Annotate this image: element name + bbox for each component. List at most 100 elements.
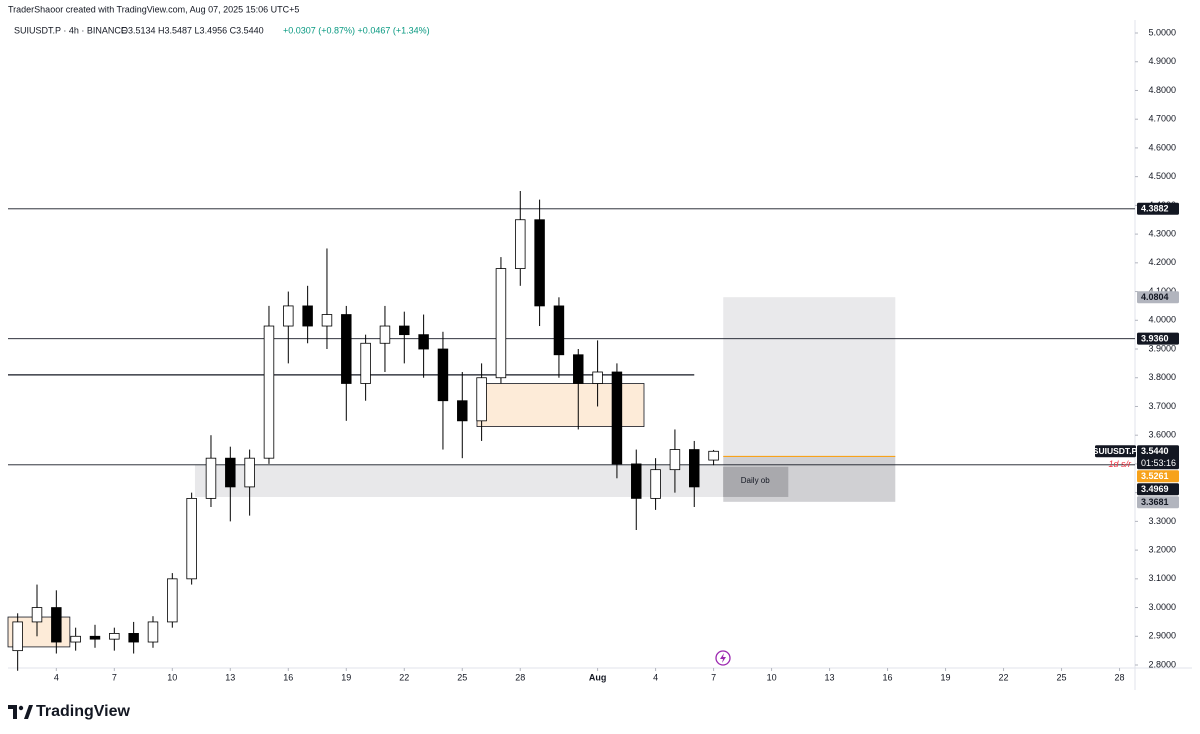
y-tick-label: 4.1000 [1148,286,1176,296]
price-label-box [1137,332,1179,345]
candle-body [534,219,545,307]
candle-body [321,314,333,327]
zone-label-box [723,466,789,497]
price-label: 4.0804 [1141,292,1169,302]
candle-body [457,400,468,422]
lightning-icon [715,650,731,666]
candle-body [167,578,178,623]
y-tick-label: 4.7000 [1148,114,1176,124]
price-label-box [1137,202,1179,215]
candle-body [360,342,371,384]
candle-body [244,457,255,488]
y-tick-label: 5.0000 [1148,27,1176,37]
x-tick-label: 19 [341,672,351,682]
candle-body [225,457,236,488]
candle-body [205,457,217,499]
candle-body [12,621,23,652]
candle-body [186,497,197,580]
y-tick-label: 2.9000 [1148,631,1176,641]
y-tick-label: 3.9000 [1148,343,1176,353]
y-tick-label: 4.3000 [1148,228,1176,238]
x-tick-label: 7 [711,672,716,682]
price-label-box [1137,470,1179,483]
x-tick-label: 19 [941,672,951,682]
y-tick-label: 3.7000 [1148,401,1176,411]
candle-body [109,633,120,640]
candle-body [147,621,159,643]
candle-body [669,449,681,471]
countdown: 01:53:16 [1141,458,1176,468]
x-tick-label: 28 [1115,672,1125,682]
price-label: 3.4969 [1141,484,1169,494]
candle-body [611,371,623,465]
candle-body [283,305,294,327]
y-tick-label: 3.3000 [1148,516,1176,526]
price-label: 3.9360 [1141,334,1169,344]
position-target [723,297,896,457]
candle-body [553,305,565,356]
x-tick-label: 10 [767,672,777,682]
x-tick-label: 7 [112,672,117,682]
x-tick-label: Aug [589,672,607,682]
candle-body [399,325,410,336]
zone-label: Daily ob [741,476,770,485]
x-tick-label: 25 [457,672,467,682]
y-tick-label: 4.8000 [1148,85,1176,95]
x-tick-label: 16 [283,672,293,682]
candle-body [573,354,584,384]
y-tick-label: 3.6000 [1148,430,1176,440]
price-label-box [1137,483,1179,496]
price-label: 4.3882 [1141,204,1169,214]
candle-body [128,633,139,643]
candle-body [341,314,352,384]
x-tick-label: 16 [883,672,893,682]
candle-body [495,268,507,379]
x-tick-label: 10 [167,672,177,682]
candle-body [592,371,603,384]
candle-body [51,607,62,643]
x-tick-label: 13 [225,672,235,682]
y-tick-label: 3.1000 [1148,573,1176,583]
y-tick-label: 4.5000 [1148,171,1176,181]
brand-logo: TradingView [8,703,131,720]
legend-symbol: SUIUSDT.P · 4h · BINANCE [14,25,127,35]
y-tick-label: 4.9000 [1148,56,1176,66]
price-label-box [1137,496,1179,509]
y-tick-label: 4.2000 [1148,257,1176,267]
candle-body [437,348,449,402]
x-tick-label: 28 [515,672,525,682]
y-tick-label: 4.6000 [1148,142,1176,152]
candle-body [418,334,429,350]
y-tick-label: 4.0000 [1148,315,1176,325]
zone [194,464,724,497]
price-label: 3.3681 [1141,497,1169,507]
candle-body [302,305,313,327]
symbol-label: SUIUSDT.P [1093,446,1138,456]
legend-change: +0.0307 (+0.87%) +0.0467 (+1.34%) [283,25,430,35]
price-label-box [1137,445,1179,470]
candle-body [263,325,275,459]
price-label-box [1137,291,1179,304]
candle-body [650,469,661,499]
level-note: 1d s/r [1108,459,1132,469]
candle-body [89,635,101,640]
y-tick-label: 3.0000 [1148,602,1176,612]
candle-body [70,635,81,643]
x-tick-label: 13 [825,672,835,682]
candle-body [708,450,719,461]
brand-name: TradingView [36,703,131,720]
candle-body [31,607,43,623]
price-label: 3.5440 [1141,446,1169,456]
legend-ohlc: O3.5134 H3.5487 L3.4956 C3.5440 [121,25,264,35]
candle-body [476,377,487,422]
candle-body [379,325,391,344]
x-tick-label: 4 [54,672,59,682]
attribution: TraderShaoor created with TradingView.co… [8,4,299,14]
y-tick-label: 3.8000 [1148,372,1176,382]
y-tick-label: 3.2000 [1148,544,1176,554]
x-tick-label: 22 [399,672,409,682]
price-label: 3.5261 [1141,471,1169,481]
symbol-label-box [1095,445,1136,458]
